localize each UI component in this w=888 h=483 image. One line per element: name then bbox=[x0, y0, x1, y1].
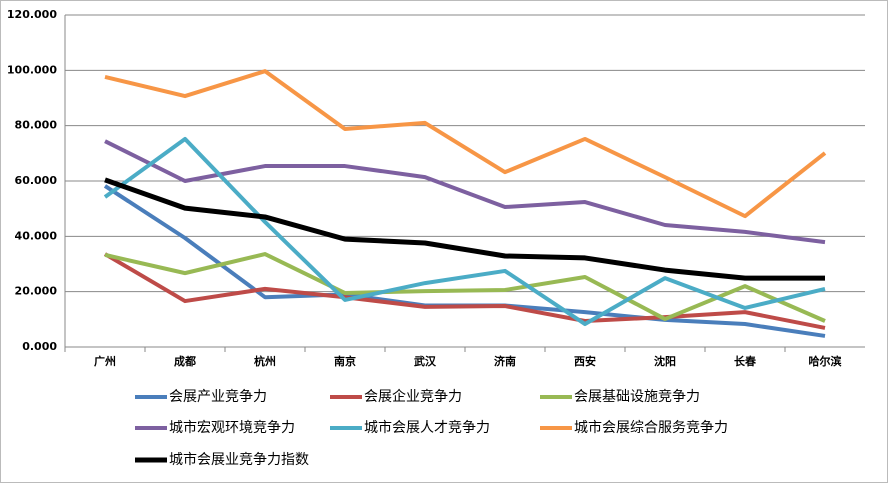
legend-label: 会展基础设施竞争力 bbox=[574, 388, 700, 405]
y-tick-label: 0.000 bbox=[22, 340, 57, 353]
x-tick-label: 哈尔滨 bbox=[809, 354, 842, 368]
y-tick-label: 20.000 bbox=[15, 285, 58, 298]
y-tick-label: 80.000 bbox=[15, 119, 58, 132]
y-tick-label: 60.000 bbox=[15, 174, 58, 187]
series-line bbox=[103, 252, 826, 330]
x-tick-label: 沈阳 bbox=[654, 354, 676, 368]
y-tick-label: 120.000 bbox=[7, 8, 57, 21]
x-tick-label: 广州 bbox=[94, 354, 116, 368]
legend-label: 会展企业竞争力 bbox=[364, 388, 462, 405]
x-tick-label: 南京 bbox=[334, 354, 356, 368]
series-line bbox=[104, 252, 826, 323]
series-line bbox=[104, 177, 825, 281]
legend-label: 城市宏观环境竞争力 bbox=[169, 419, 295, 436]
series-line bbox=[103, 136, 826, 327]
legend-label: 城市会展人才竞争力 bbox=[364, 419, 490, 436]
x-tick-label: 西安 bbox=[574, 354, 596, 368]
x-tick-label: 杭州 bbox=[254, 354, 276, 368]
x-tick-label: 长春 bbox=[734, 354, 757, 368]
series-line bbox=[104, 139, 826, 245]
legend-label: 会展产业竞争力 bbox=[169, 388, 267, 405]
legend-label: 城市会展业竞争力指数 bbox=[169, 451, 309, 468]
legend-label: 城市会展综合服务竞争力 bbox=[574, 419, 728, 436]
y-tick-label: 100.000 bbox=[7, 63, 57, 76]
x-tick-label: 济南 bbox=[494, 354, 516, 368]
x-tick-label: 成都 bbox=[174, 354, 196, 368]
y-tick-label: 40.000 bbox=[15, 229, 58, 242]
x-tick-label: 武汉 bbox=[414, 354, 437, 368]
series-line bbox=[104, 69, 827, 219]
